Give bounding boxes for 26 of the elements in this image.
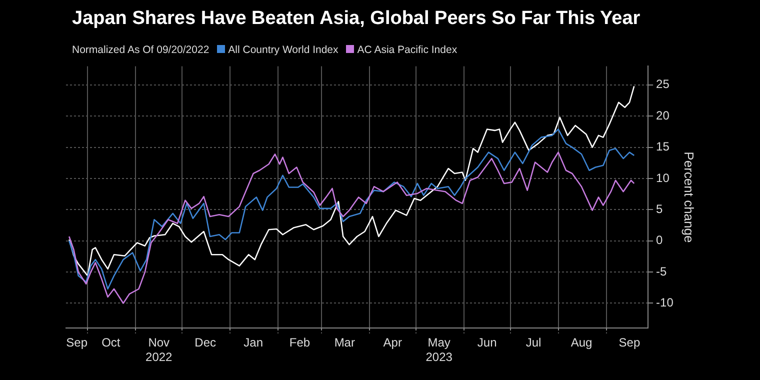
x-tick-label: Apr: [383, 336, 402, 350]
legend-label: All Country World Index: [227, 44, 338, 56]
y-tick-label: -5: [656, 264, 668, 278]
x-tick-label: Aug: [570, 336, 592, 350]
y-tick-label: 5: [656, 202, 664, 216]
x-tick-label: Feb: [289, 336, 310, 350]
x-tick-label: May 2023: [426, 336, 453, 364]
legend-label: AC Asia Pacific Index: [356, 44, 458, 56]
x-tick-label: Mar: [334, 336, 355, 350]
x-tick-label: Sep: [66, 336, 88, 350]
x-tick-label: Dec: [194, 336, 216, 350]
x-tick-label: Jul: [526, 336, 542, 350]
x-tick-label: Jan: [244, 336, 263, 350]
chart-title: Japan Shares Have Beaten Asia, Global Peers So Far This Year: [72, 8, 640, 30]
x-tick-label: Jun: [477, 336, 497, 350]
y-tick-label: 25: [656, 77, 670, 92]
y-tick-label: 10: [656, 170, 670, 185]
y-tick-label: 20: [656, 108, 670, 122]
x-tick-label: Sep: [618, 336, 640, 350]
x-tick-label: Nov 2022: [146, 336, 173, 364]
chart-subtitle: Normalized As Of 09/20/2022: [72, 44, 210, 56]
y-tick-label: -10: [656, 296, 674, 310]
y-tick-label: 0: [656, 233, 664, 248]
y-axis-title: Percent change: [682, 152, 697, 243]
x-tick-label: Oct: [102, 336, 121, 350]
y-tick-label: 15: [656, 140, 670, 154]
